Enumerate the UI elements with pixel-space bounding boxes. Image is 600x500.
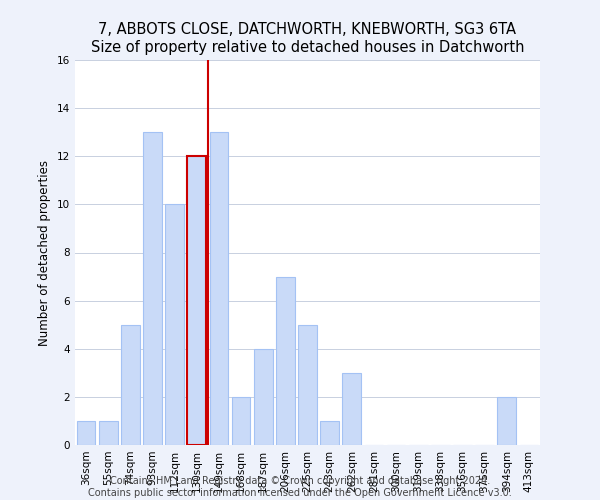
Bar [232, 397, 250, 445]
Y-axis label: Number of detached properties: Number of detached properties [38, 160, 52, 346]
Bar [320, 421, 339, 445]
Bar [77, 421, 95, 445]
Bar [276, 276, 295, 445]
Text: Contains HM Land Registry data © Crown copyright and database right 2024.
Contai: Contains HM Land Registry data © Crown c… [88, 476, 512, 498]
Bar [143, 132, 162, 445]
Bar [254, 349, 272, 445]
Bar [99, 421, 118, 445]
Bar [209, 132, 229, 445]
Bar [298, 324, 317, 445]
Bar [497, 397, 516, 445]
Bar [343, 373, 361, 445]
Bar [121, 324, 140, 445]
Title: 7, ABBOTS CLOSE, DATCHWORTH, KNEBWORTH, SG3 6TA
Size of property relative to det: 7, ABBOTS CLOSE, DATCHWORTH, KNEBWORTH, … [91, 22, 524, 54]
Bar [165, 204, 184, 445]
Bar [187, 156, 206, 445]
